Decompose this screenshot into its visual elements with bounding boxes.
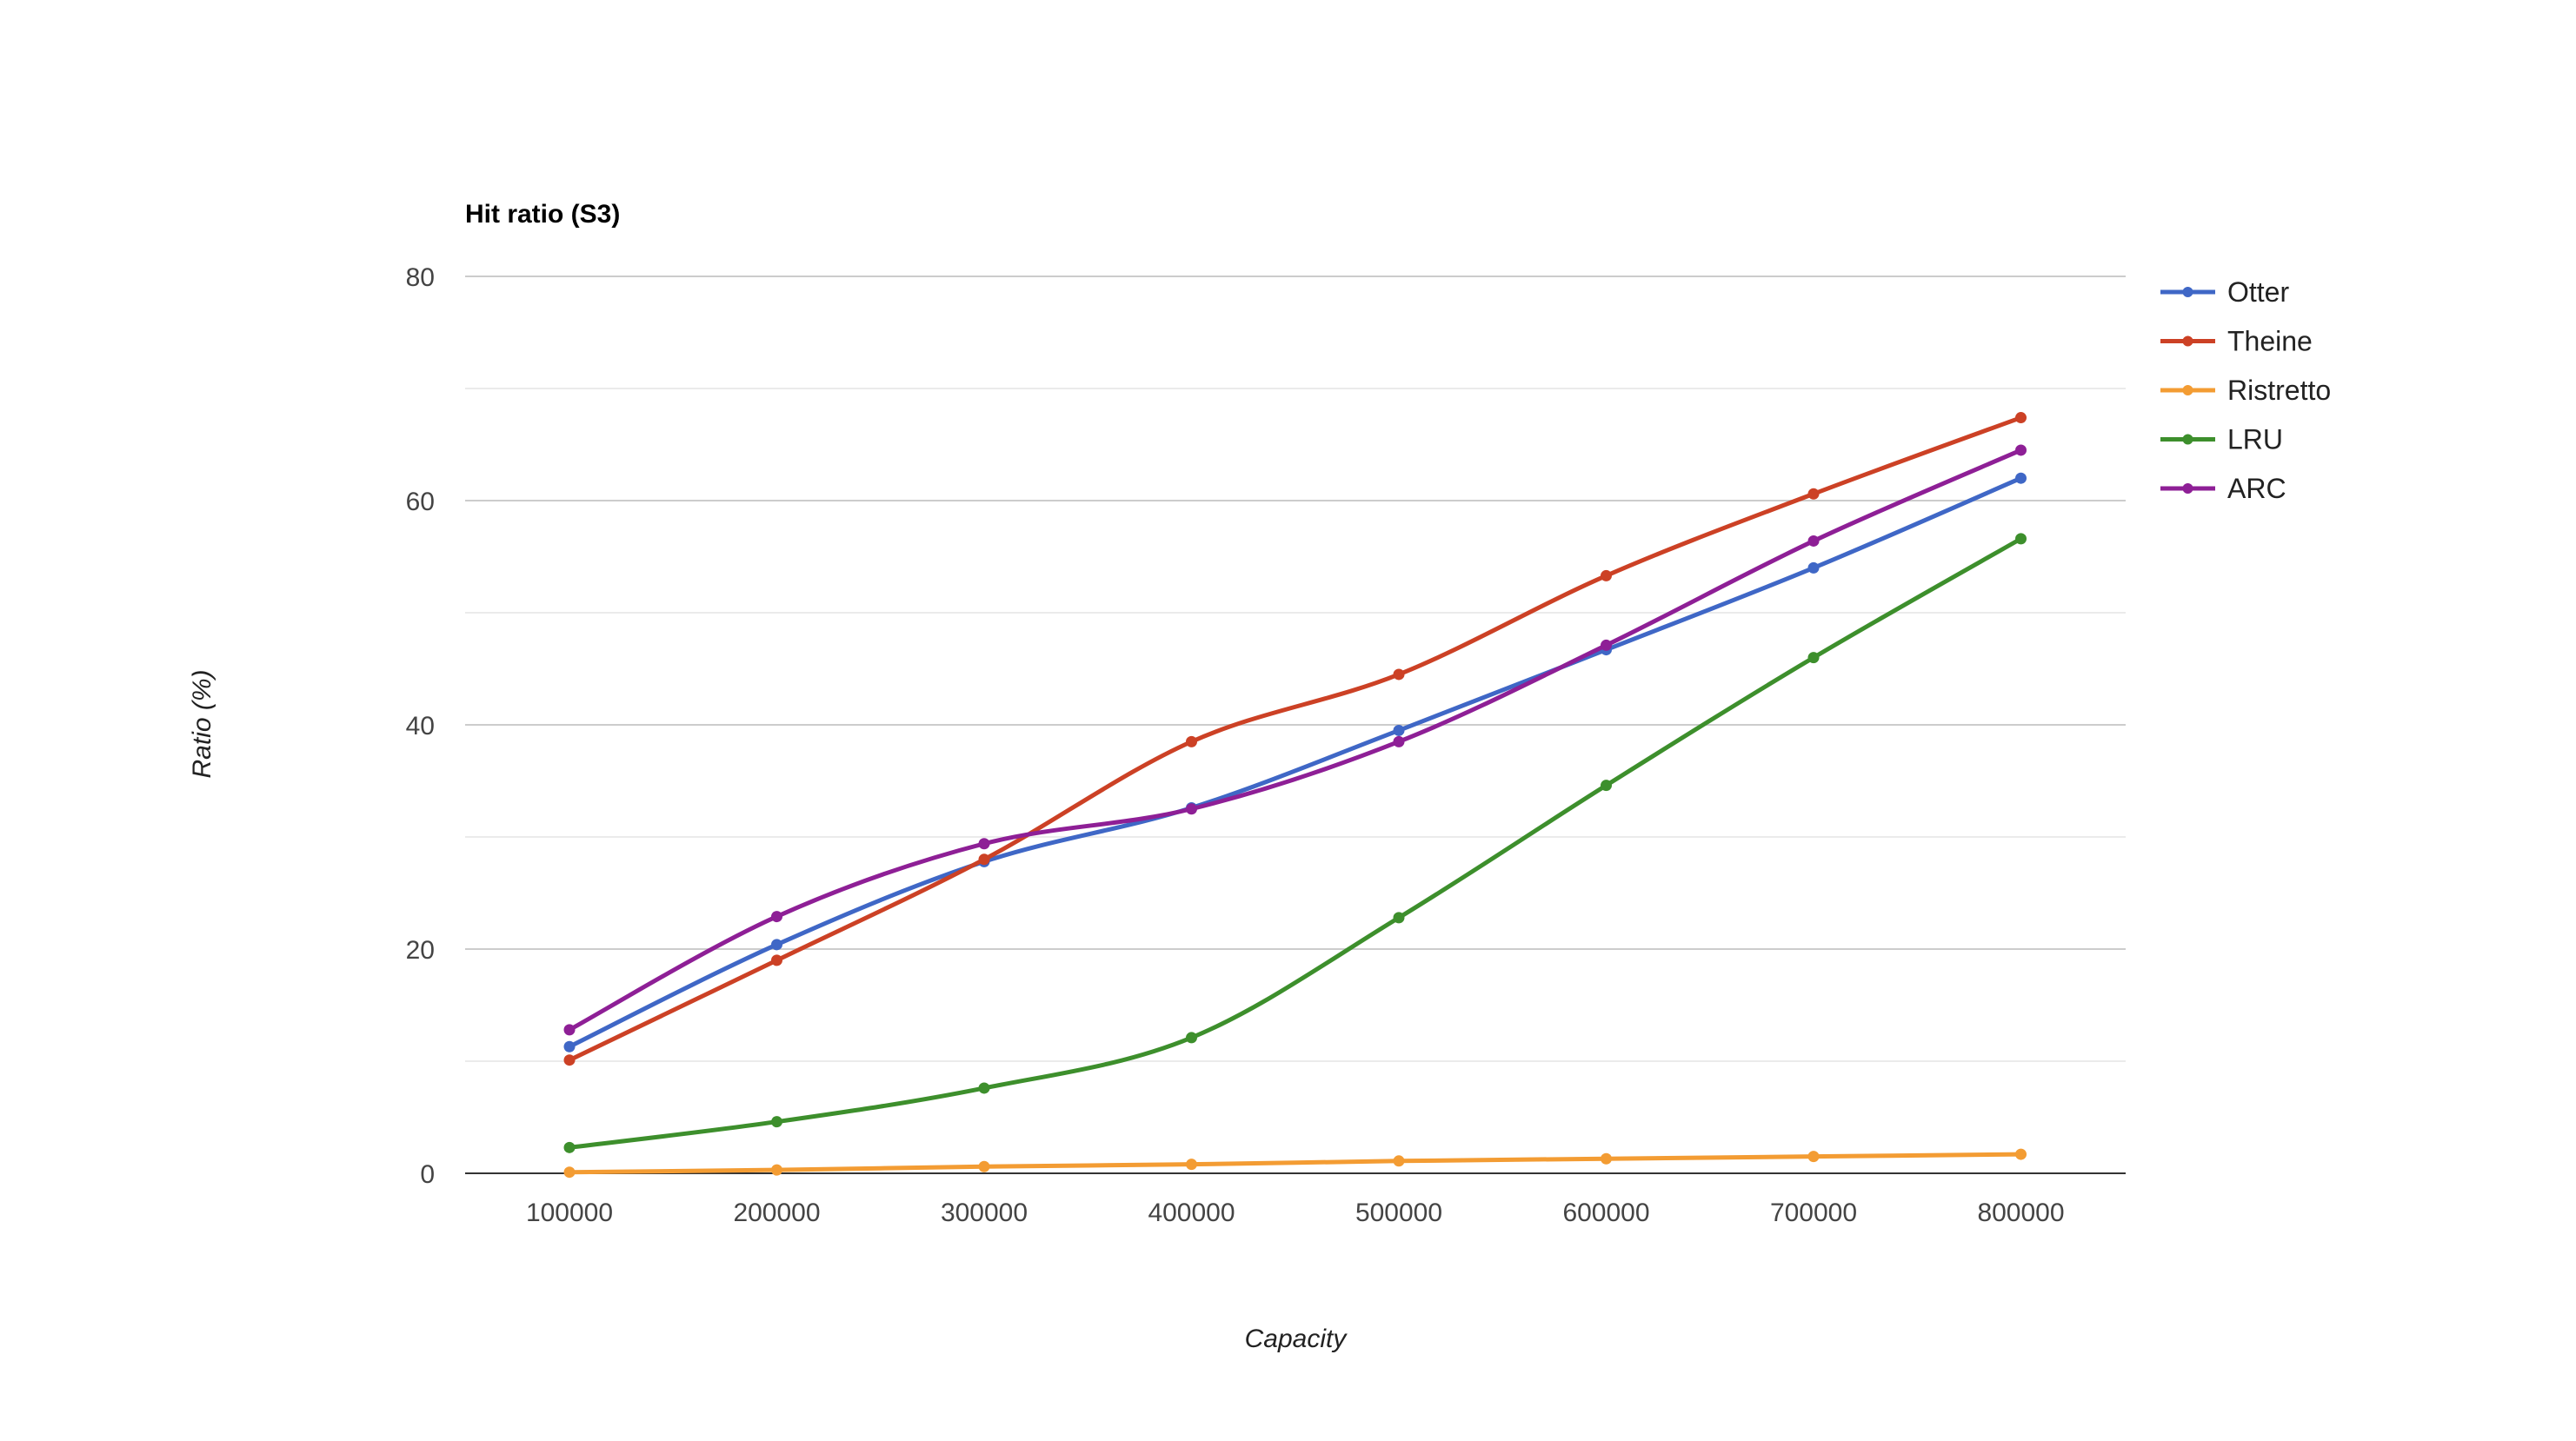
data-point-lru bbox=[978, 1082, 990, 1094]
legend-marker-ristretto bbox=[2182, 385, 2193, 395]
data-point-arc bbox=[978, 838, 990, 850]
minor-gridlines bbox=[465, 388, 2126, 1062]
legend-item-ristretto: Ristretto bbox=[2160, 375, 2331, 406]
y-tick-label: 20 bbox=[406, 936, 435, 965]
data-point-otter bbox=[2015, 472, 2027, 484]
legend-label-ristretto: Ristretto bbox=[2227, 375, 2331, 406]
data-point-ristretto bbox=[1807, 1151, 1820, 1163]
y-tick-label: 80 bbox=[406, 263, 435, 292]
data-point-lru bbox=[1807, 652, 1820, 664]
legend: Otter Theine Ristretto LRU ARC bbox=[2160, 276, 2331, 504]
data-point-theine bbox=[978, 853, 990, 866]
series-ristretto bbox=[563, 1148, 2027, 1179]
data-point-arc bbox=[1393, 735, 1405, 747]
legend-marker-otter bbox=[2182, 287, 2193, 297]
x-tick-label: 600000 bbox=[1562, 1199, 1649, 1227]
data-point-theine bbox=[1186, 735, 1197, 747]
series-line-ristretto bbox=[567, 1152, 2023, 1175]
legend-label-lru: LRU bbox=[2227, 424, 2283, 455]
series-lru bbox=[563, 533, 2027, 1153]
x-tick-labels: 100000 200000 300000 400000 500000 600000 7000… bbox=[526, 1199, 2065, 1227]
data-point-lru bbox=[2015, 533, 2027, 545]
y-tick-label: 60 bbox=[406, 488, 435, 516]
data-point-lru bbox=[1393, 912, 1405, 924]
series-otter bbox=[563, 472, 2027, 1053]
data-point-arc bbox=[771, 911, 782, 923]
data-point-ristretto bbox=[1601, 1152, 1612, 1165]
data-point-ristretto bbox=[1186, 1159, 1197, 1171]
data-point-arc bbox=[1601, 639, 1612, 651]
series-line-otter bbox=[567, 475, 2023, 1049]
data-point-ristretto bbox=[563, 1166, 576, 1179]
y-axis-title: Ratio (%) bbox=[188, 669, 216, 778]
x-tick-label: 300000 bbox=[941, 1199, 1028, 1227]
gridlines bbox=[465, 276, 2126, 950]
data-point-theine bbox=[1601, 569, 1612, 581]
legend-marker-theine bbox=[2182, 335, 2193, 347]
data-point-ristretto bbox=[978, 1160, 990, 1172]
legend-marker-lru bbox=[2182, 434, 2193, 445]
data-point-theine bbox=[771, 954, 782, 966]
x-tick-label: 400000 bbox=[1148, 1199, 1235, 1227]
data-point-otter bbox=[563, 1040, 576, 1053]
x-tick-label: 500000 bbox=[1355, 1199, 1442, 1227]
data-point-otter bbox=[1393, 724, 1405, 736]
series-line-lru bbox=[567, 536, 2023, 1150]
x-tick-label: 200000 bbox=[733, 1199, 820, 1227]
y-tick-labels: 0 20 40 60 80 bbox=[406, 263, 435, 1189]
data-point-ristretto bbox=[1393, 1155, 1405, 1167]
data-point-lru bbox=[563, 1141, 576, 1153]
series-line-arc bbox=[567, 448, 2023, 1033]
data-point-ristretto bbox=[2015, 1148, 2027, 1160]
chart-title: Hit ratio (S3) bbox=[465, 200, 620, 229]
data-point-arc bbox=[1186, 803, 1197, 815]
data-point-arc bbox=[2015, 444, 2027, 456]
data-point-lru bbox=[771, 1116, 782, 1128]
legend-item-lru: LRU bbox=[2160, 424, 2283, 455]
data-point-theine bbox=[1393, 668, 1405, 681]
legend-item-otter: Otter bbox=[2160, 276, 2289, 308]
data-point-theine bbox=[1807, 488, 1820, 500]
x-tick-label: 100000 bbox=[526, 1199, 613, 1227]
data-point-theine bbox=[563, 1054, 576, 1066]
y-tick-label: 0 bbox=[420, 1160, 435, 1189]
legend-label-arc: ARC bbox=[2227, 473, 2286, 504]
data-point-arc bbox=[563, 1024, 576, 1036]
data-point-lru bbox=[1601, 780, 1612, 792]
series-lines bbox=[563, 412, 2027, 1179]
y-tick-label: 40 bbox=[406, 712, 435, 740]
series-arc bbox=[563, 444, 2027, 1036]
data-point-lru bbox=[1186, 1032, 1197, 1044]
legend-item-theine: Theine bbox=[2160, 326, 2313, 357]
data-point-theine bbox=[2015, 412, 2027, 424]
legend-item-arc: ARC bbox=[2160, 473, 2286, 504]
data-point-otter bbox=[771, 939, 782, 951]
data-point-otter bbox=[1807, 561, 1820, 574]
series-theine bbox=[563, 412, 2027, 1066]
x-axis-title: Capacity bbox=[1245, 1325, 1348, 1353]
legend-marker-arc bbox=[2182, 483, 2193, 494]
data-point-ristretto bbox=[771, 1164, 782, 1176]
legend-label-otter: Otter bbox=[2227, 276, 2289, 308]
series-line-theine bbox=[567, 415, 2023, 1063]
x-tick-label: 700000 bbox=[1770, 1199, 1857, 1227]
x-tick-label: 800000 bbox=[1977, 1199, 2064, 1227]
legend-label-theine: Theine bbox=[2227, 326, 2313, 357]
data-point-arc bbox=[1807, 535, 1820, 547]
